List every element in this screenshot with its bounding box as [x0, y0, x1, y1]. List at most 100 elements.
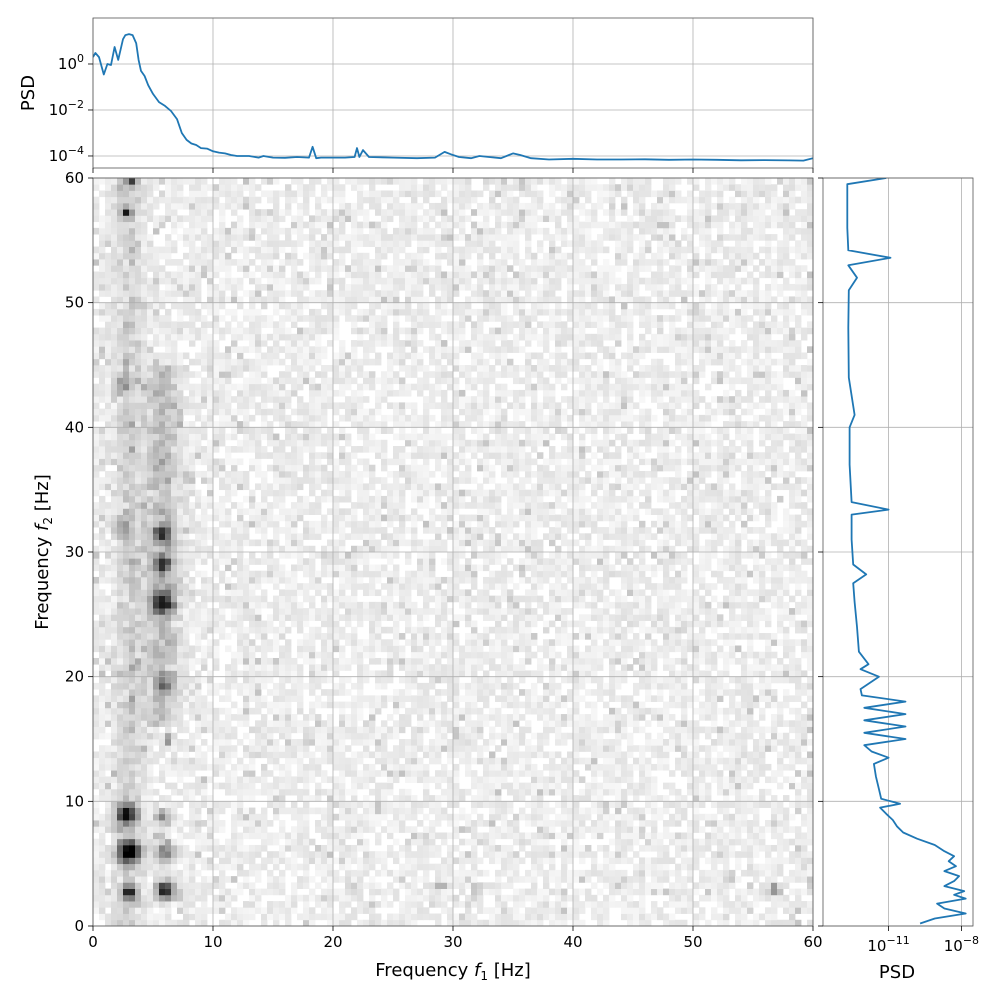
heatmap-cell	[195, 882, 202, 889]
heatmap-cell	[249, 196, 256, 204]
heatmap-cell	[123, 726, 130, 734]
heatmap-cell	[249, 813, 256, 821]
heatmap-cell	[375, 608, 382, 615]
heatmap-cell	[333, 745, 340, 752]
heatmap-cell	[141, 452, 148, 459]
heatmap-cell	[345, 788, 352, 796]
heatmap-cell	[171, 901, 178, 908]
heatmap-cell	[309, 527, 316, 534]
heatmap-cell	[99, 832, 106, 840]
heatmap-cell	[279, 857, 286, 865]
heatmap-cell	[291, 907, 298, 914]
heatmap-cell	[315, 795, 322, 802]
heatmap-cell	[267, 788, 274, 796]
heatmap-cell	[129, 252, 136, 260]
heatmap-cell	[171, 701, 178, 709]
heatmap-cell	[321, 776, 328, 784]
heatmap-cell	[135, 820, 142, 827]
heatmap-cell	[291, 215, 298, 223]
heatmap-cell	[195, 296, 202, 304]
heatmap-cell	[231, 851, 238, 858]
heatmap-cell	[195, 826, 202, 833]
heatmap-cell	[285, 520, 292, 528]
heatmap-cell	[327, 620, 334, 628]
heatmap-cell	[387, 340, 394, 347]
heatmap-cell	[141, 701, 148, 709]
heatmap-cell	[159, 221, 166, 229]
heatmap-cell	[393, 614, 400, 621]
heatmap-cell	[369, 346, 376, 353]
heatmap-cell	[291, 888, 298, 896]
heatmap-cell	[249, 608, 256, 615]
heatmap-cell	[177, 714, 184, 721]
heatmap-cell	[213, 826, 220, 833]
heatmap-cell	[261, 396, 268, 403]
heatmap-cell	[231, 408, 238, 416]
heatmap-cell	[375, 234, 382, 241]
heatmap-cell	[99, 277, 106, 285]
heatmap-cell	[363, 446, 370, 453]
heatmap-cell	[153, 919, 160, 926]
heatmap-cell	[171, 533, 178, 540]
heatmap-cell	[327, 595, 334, 603]
heatmap-cell	[177, 539, 184, 547]
heatmap-cell	[99, 514, 106, 522]
heatmap-cell	[279, 527, 286, 534]
heatmap-cell	[363, 520, 370, 528]
heatmap-cell	[99, 340, 106, 347]
heatmap-cell	[111, 782, 118, 790]
heatmap-cell	[93, 446, 100, 453]
heatmap-cell	[129, 657, 136, 665]
heatmap-cell	[369, 377, 376, 385]
heatmap-cell	[249, 826, 256, 833]
heatmap-cell	[207, 726, 214, 734]
heatmap-cell	[339, 489, 346, 497]
heatmap-cell	[147, 558, 154, 565]
heatmap-cell	[297, 315, 304, 322]
heatmap-cell	[99, 851, 106, 858]
heatmap-cell	[291, 776, 298, 784]
heatmap-cell	[279, 508, 286, 515]
heatmap-cell	[345, 215, 352, 223]
heatmap-cell	[111, 745, 118, 752]
heatmap-cell	[213, 358, 220, 366]
heatmap-cell	[339, 202, 346, 210]
heatmap-cell	[207, 352, 214, 360]
heatmap-cell	[123, 315, 130, 322]
heatmap-cell	[225, 576, 232, 584]
heatmap-cell	[207, 234, 214, 241]
heatmap-cell	[339, 894, 346, 902]
heatmap-cell	[297, 564, 304, 572]
heatmap-cell	[363, 782, 370, 790]
heatmap-cell	[351, 770, 358, 777]
heatmap-cell	[363, 720, 370, 727]
heatmap-cell	[375, 358, 382, 366]
heatmap-cell	[165, 202, 172, 210]
heatmap-cell	[105, 664, 112, 671]
heatmap-cell	[375, 277, 382, 285]
heatmap-cell	[351, 552, 358, 559]
heatmap-cell	[261, 252, 268, 260]
heatmap-cell	[165, 389, 172, 397]
heatmap-cell	[99, 383, 106, 391]
heatmap-cell	[261, 302, 268, 310]
heatmap-cell	[129, 408, 136, 416]
heatmap-cell	[201, 240, 208, 247]
heatmap-cell	[195, 645, 202, 653]
heatmap-cell	[297, 894, 304, 902]
heatmap-cell	[129, 545, 136, 553]
heatmap-cell	[237, 470, 244, 478]
heatmap-cell	[129, 514, 136, 522]
heatmap-cell	[357, 869, 364, 877]
heatmap-cell	[381, 570, 388, 578]
heatmap-cell	[291, 365, 298, 372]
heatmap-cell	[183, 851, 190, 858]
heatmap-cell	[99, 495, 106, 503]
heatmap-cell	[171, 427, 178, 434]
heatmap-cell	[255, 576, 262, 584]
heatmap-cell	[159, 888, 166, 896]
heatmap-cell	[171, 589, 178, 597]
heatmap-cell	[105, 657, 112, 665]
heatmap-cell	[243, 919, 250, 926]
heatmap-cell	[189, 221, 196, 229]
